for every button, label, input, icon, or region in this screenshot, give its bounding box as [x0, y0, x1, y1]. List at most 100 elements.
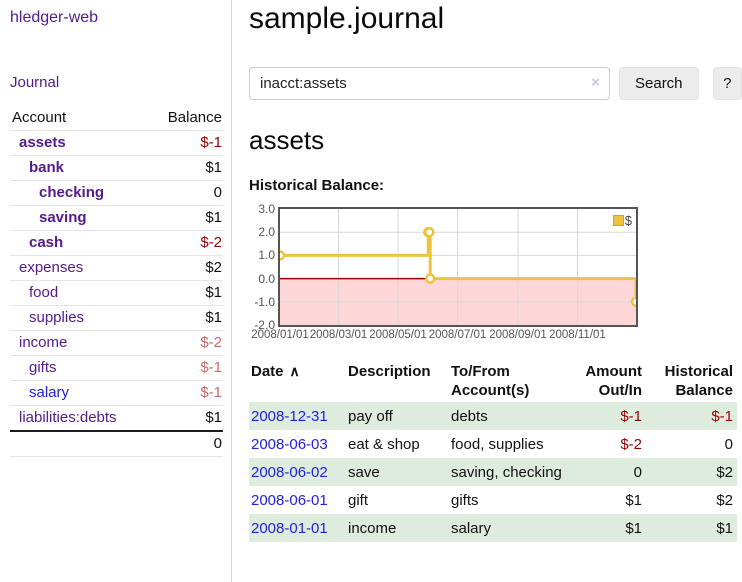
- account-link-saving[interactable]: saving: [39, 209, 87, 226]
- register-row: 2008-06-03 eat & shop food, supplies $-2…: [249, 430, 737, 458]
- transaction-accounts: debts: [451, 408, 488, 425]
- accounts-total-value: 0: [148, 430, 223, 457]
- transaction-amount: $-2: [620, 436, 642, 453]
- transaction-balance: 0: [724, 436, 733, 453]
- transaction-accounts: gifts: [451, 492, 479, 509]
- accounts-header-row: Account Balance: [10, 106, 223, 131]
- account-row: checking 0: [10, 180, 223, 206]
- account-link-assets[interactable]: assets: [19, 134, 66, 151]
- transaction-amount: $-1: [620, 408, 642, 425]
- balance-column-header: Balance: [148, 106, 223, 131]
- balance-chart: 3.0 2.0 1.0 0.0 -1.0 -2.0 $ 2008/01/01 2008/03…: [249, 203, 742, 345]
- register-row: 2008-06-01 gift gifts $1 $2: [249, 486, 737, 514]
- account-balance: $1: [148, 405, 223, 432]
- register-row: 2008-06-02 save saving, checking 0 $2: [249, 458, 737, 486]
- y-axis-tick-label: -1.0: [254, 294, 275, 309]
- account-link-cash[interactable]: cash: [29, 234, 64, 251]
- transaction-balance: $-1: [711, 408, 733, 425]
- date-column-header[interactable]: Date ∧: [249, 359, 346, 402]
- transaction-date-link[interactable]: 2008-06-02: [251, 464, 328, 481]
- account-balance: $-1: [148, 130, 223, 156]
- search-button[interactable]: Search: [619, 67, 699, 100]
- transaction-date-link[interactable]: 2008-06-03: [251, 436, 328, 453]
- description-column-header: Description: [348, 363, 431, 380]
- register-row: 2008-01-01 income salary $1 $1: [249, 514, 737, 542]
- x-axis-tick-label: 2008/01/01: [251, 329, 309, 341]
- account-heading: assets: [249, 125, 325, 155]
- x-axis-tick-label: 2008/11/01: [549, 329, 606, 341]
- nav-journal-link[interactable]: Journal: [10, 74, 60, 91]
- transaction-amount: $1: [625, 492, 642, 509]
- transaction-description: gift: [348, 492, 369, 509]
- transaction-amount: 0: [633, 464, 642, 481]
- y-axis-tick-label: 0.0: [258, 271, 275, 286]
- account-link-bank[interactable]: bank: [29, 159, 65, 176]
- amount-column-header: Amount Out/In: [585, 363, 642, 399]
- transaction-accounts: saving, checking: [451, 464, 562, 481]
- account-link-salary[interactable]: salary: [29, 384, 70, 401]
- legend-label: $: [624, 213, 632, 228]
- y-axis-labels: 3.0 2.0 1.0 0.0 -1.0 -2.0: [249, 203, 275, 332]
- account-link-food[interactable]: food: [29, 284, 59, 301]
- account-link-liabilities-debts[interactable]: liabilities:debts: [19, 409, 117, 426]
- y-axis-tick-label: -2.0: [254, 318, 275, 332]
- transaction-accounts: food, supplies: [451, 436, 544, 453]
- transaction-amount: $1: [625, 520, 642, 537]
- account-link-supplies[interactable]: supplies: [29, 309, 85, 326]
- transaction-date-link[interactable]: 2008-12-31: [251, 408, 328, 425]
- transaction-accounts: salary: [451, 520, 492, 537]
- account-balance: $-1: [148, 355, 223, 381]
- balance-chart-svg: [280, 209, 636, 325]
- chart-legend: $: [612, 213, 632, 228]
- account-link-gifts[interactable]: gifts: [29, 359, 57, 376]
- account-row: expenses $2: [10, 255, 223, 281]
- account-balance: $-2: [148, 230, 223, 256]
- transaction-balance: $2: [716, 464, 733, 481]
- page-title: sample.journal: [249, 2, 445, 35]
- y-axis-tick-label: 3.0: [258, 202, 275, 216]
- transaction-description: eat & shop: [348, 436, 420, 453]
- account-row: bank $1: [10, 155, 223, 181]
- transaction-date-link[interactable]: 2008-01-01: [251, 520, 328, 537]
- account-balance: $1: [148, 205, 223, 231]
- clear-search-icon[interactable]: ×: [591, 74, 600, 91]
- register-row: 2008-12-31 pay off debts $-1 $-1: [249, 402, 737, 430]
- account-balance: $1: [148, 305, 223, 331]
- register-header-row: Date ∧ Description To/From Account(s) Amo…: [249, 359, 737, 402]
- accounts-table: Account Balance assets $-1 bank $1 check…: [10, 106, 223, 457]
- account-row: gifts $-1: [10, 355, 223, 381]
- transaction-date-link[interactable]: 2008-06-01: [251, 492, 328, 509]
- account-row: assets $-1: [10, 130, 223, 156]
- account-balance: $-2: [148, 330, 223, 356]
- accounts-column-header: To/From Account(s): [451, 363, 530, 399]
- sidebar: hledger-web Journal Account Balance asse…: [0, 0, 232, 582]
- account-balance: $1: [148, 155, 223, 181]
- search-input[interactable]: [249, 67, 610, 100]
- account-balance: $1: [148, 280, 223, 306]
- account-row: salary $-1: [10, 380, 223, 406]
- legend-swatch-icon: [612, 215, 624, 226]
- account-row: supplies $1: [10, 305, 223, 331]
- app-title-link[interactable]: hledger-web: [10, 9, 99, 26]
- account-link-checking[interactable]: checking: [39, 184, 105, 201]
- date-header-label: Date: [251, 363, 284, 380]
- account-link-expenses[interactable]: expenses: [19, 259, 84, 276]
- help-button[interactable]: ?: [712, 67, 742, 100]
- register-table: Date ∧ Description To/From Account(s) Amo…: [249, 359, 737, 542]
- account-balance: $2: [148, 255, 223, 281]
- transaction-balance: $1: [716, 520, 733, 537]
- account-column-header: Account: [10, 106, 149, 131]
- account-link-income[interactable]: income: [19, 334, 68, 351]
- chart-canvas: [280, 209, 636, 325]
- account-row: cash $-2: [10, 230, 223, 256]
- transaction-description: pay off: [348, 408, 393, 425]
- x-axis-tick-label: 2008/05/01: [369, 329, 427, 341]
- main-panel: sample.journal × Search ? assets Histori…: [233, 0, 742, 542]
- transaction-description: income: [348, 520, 397, 537]
- sort-ascending-icon[interactable]: ∧: [289, 363, 300, 379]
- y-axis-tick-label: 2.0: [258, 225, 275, 240]
- accounts-total-row: 0: [10, 430, 223, 457]
- account-row: liabilities:debts $1: [10, 405, 223, 432]
- account-balance: 0: [148, 180, 223, 206]
- account-row: saving $1: [10, 205, 223, 231]
